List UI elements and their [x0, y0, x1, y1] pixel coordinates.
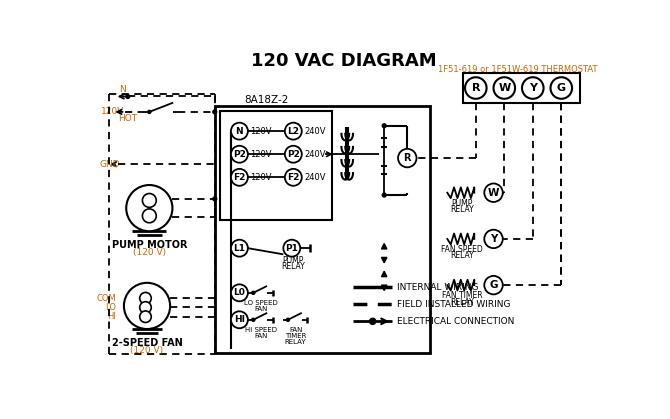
Circle shape: [285, 169, 302, 186]
Text: R: R: [472, 83, 480, 93]
Text: R: R: [403, 153, 411, 163]
Text: L0: L0: [233, 288, 245, 297]
Circle shape: [551, 77, 572, 99]
Circle shape: [285, 146, 302, 163]
Circle shape: [231, 311, 248, 328]
Text: 1F51-619 or 1F51W-619 THERMOSTAT: 1F51-619 or 1F51W-619 THERMOSTAT: [438, 65, 597, 74]
Circle shape: [213, 110, 216, 114]
Circle shape: [484, 276, 502, 295]
Text: RELAY: RELAY: [450, 251, 474, 260]
Circle shape: [143, 209, 156, 223]
Text: LO: LO: [105, 303, 116, 312]
Text: F2: F2: [287, 173, 299, 182]
Text: GND: GND: [99, 160, 120, 169]
Circle shape: [484, 184, 502, 202]
Text: PUMP: PUMP: [452, 199, 472, 208]
Circle shape: [398, 149, 417, 167]
Text: 2-SPEED FAN: 2-SPEED FAN: [112, 338, 182, 348]
Text: (120 V): (120 V): [133, 248, 166, 257]
Text: L1: L1: [233, 244, 245, 253]
Text: G: G: [489, 280, 498, 290]
Text: 120V: 120V: [250, 127, 272, 136]
Text: RELAY: RELAY: [450, 297, 474, 307]
Circle shape: [140, 302, 151, 313]
Text: P1: P1: [285, 244, 298, 253]
Text: RELAY: RELAY: [285, 339, 306, 345]
Text: HI: HI: [234, 315, 245, 324]
Text: LO SPEED: LO SPEED: [244, 300, 278, 306]
Text: 120V: 120V: [250, 150, 272, 159]
Text: L2: L2: [287, 127, 299, 136]
Text: 240V: 240V: [304, 150, 326, 159]
Circle shape: [231, 285, 248, 301]
Text: RELAY: RELAY: [281, 262, 306, 271]
Bar: [220, 111, 332, 220]
Text: 240V: 240V: [304, 127, 326, 136]
Text: N: N: [236, 127, 243, 136]
Circle shape: [383, 124, 386, 128]
Text: Y: Y: [529, 83, 537, 93]
Polygon shape: [381, 285, 387, 290]
Text: FIELD INSTALLED WIRING: FIELD INSTALLED WIRING: [397, 300, 510, 309]
Polygon shape: [381, 243, 387, 249]
Text: HI: HI: [107, 312, 116, 321]
Text: W: W: [488, 188, 499, 198]
Polygon shape: [381, 271, 387, 277]
Circle shape: [286, 318, 289, 321]
Circle shape: [231, 146, 248, 163]
Bar: [463, 73, 580, 103]
Text: FAN SPEED: FAN SPEED: [441, 245, 483, 254]
Text: HOT: HOT: [118, 114, 137, 123]
Circle shape: [148, 110, 151, 114]
Text: FAN: FAN: [255, 306, 268, 312]
Circle shape: [285, 123, 302, 140]
Text: G: G: [557, 83, 566, 93]
Circle shape: [124, 283, 170, 329]
Circle shape: [252, 318, 255, 321]
Text: 240V: 240V: [304, 173, 326, 182]
Text: P2: P2: [233, 150, 246, 159]
Text: RELAY: RELAY: [450, 205, 474, 214]
Text: PUMP MOTOR: PUMP MOTOR: [112, 240, 187, 250]
Circle shape: [126, 95, 130, 98]
Text: P2: P2: [287, 150, 299, 159]
Text: (120 V): (120 V): [131, 346, 163, 355]
Text: W: W: [498, 83, 511, 93]
Circle shape: [140, 311, 151, 323]
Circle shape: [252, 291, 255, 295]
Text: N: N: [119, 85, 126, 94]
Circle shape: [370, 318, 376, 324]
Circle shape: [213, 197, 216, 201]
Circle shape: [231, 240, 248, 257]
Text: 120V: 120V: [100, 106, 124, 116]
Circle shape: [465, 77, 486, 99]
Circle shape: [484, 230, 502, 248]
Text: HI SPEED: HI SPEED: [245, 327, 277, 333]
Circle shape: [522, 77, 543, 99]
Circle shape: [140, 292, 151, 304]
Circle shape: [126, 185, 172, 231]
Text: F2: F2: [233, 173, 246, 182]
Text: INTERNAL WIRING: INTERNAL WIRING: [397, 283, 478, 292]
Bar: [215, 106, 430, 353]
Circle shape: [143, 194, 156, 207]
Circle shape: [283, 240, 300, 257]
Polygon shape: [381, 257, 387, 263]
Circle shape: [383, 193, 386, 197]
Text: FAN: FAN: [255, 333, 268, 339]
Circle shape: [494, 77, 515, 99]
Text: COM: COM: [96, 294, 116, 303]
Circle shape: [231, 123, 248, 140]
Text: FAN TIMER: FAN TIMER: [442, 291, 482, 300]
Text: FAN: FAN: [289, 327, 302, 333]
Text: 8A18Z-2: 8A18Z-2: [244, 96, 288, 105]
Text: PUMP: PUMP: [283, 256, 304, 265]
Text: ELECTRICAL CONNECTION: ELECTRICAL CONNECTION: [397, 317, 514, 326]
Text: 120 VAC DIAGRAM: 120 VAC DIAGRAM: [251, 52, 436, 70]
Circle shape: [231, 169, 248, 186]
Text: Y: Y: [490, 234, 497, 244]
Text: 120V: 120V: [250, 173, 272, 182]
Text: TIMER: TIMER: [285, 333, 306, 339]
